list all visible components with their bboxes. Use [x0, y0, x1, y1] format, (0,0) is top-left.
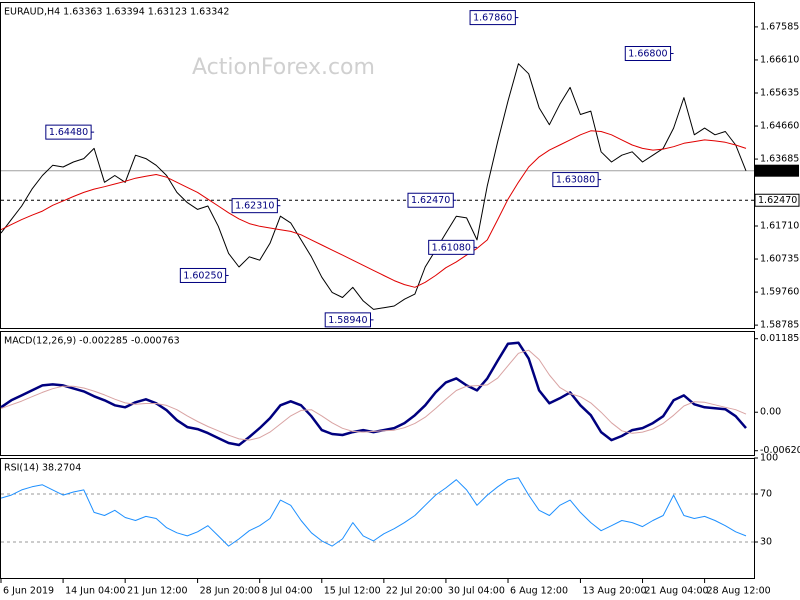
annotation-label: 1.58940	[328, 315, 367, 326]
y-tick-label: 30	[760, 537, 772, 548]
panel-title: MACD(12,26,9) -0.002285 -0.000763	[4, 336, 180, 347]
panel-title: EURAUD,H4 1.63363 1.63394 1.63123 1.6334…	[4, 7, 229, 18]
y-tick-label: -0.006206	[760, 445, 800, 456]
y-tick-label: 0.00	[760, 407, 781, 418]
annotation-label: 1.63080	[556, 175, 595, 186]
y-tick-label: 1.61710	[760, 220, 799, 231]
annotation-label: 1.62470	[411, 195, 450, 206]
x-tick-label: 6 Jun 2019	[3, 586, 54, 597]
price-annotation: 1.67860	[469, 10, 519, 26]
price-annotation: 1.60250	[179, 267, 229, 283]
level-tag	[754, 193, 800, 207]
price-annotation: 1.63080	[552, 172, 602, 188]
last-price-tag	[755, 164, 799, 177]
price-annotation: 1.61080	[428, 239, 477, 255]
x-tick-label: 21 Jun 12:00	[127, 586, 187, 597]
panel-frame	[0, 2, 755, 329]
series-line	[0, 341, 747, 447]
x-tick-label: 28 Aug 12:00	[707, 586, 771, 597]
price-annotation: 1.62310	[231, 198, 281, 214]
series-line	[0, 477, 747, 547]
x-tick-label: 14 Jun 04:00	[65, 586, 125, 597]
y-tick-label: 1.63685	[760, 154, 799, 165]
x-tick-label: 6 Aug 12:00	[510, 586, 568, 597]
panel-frame	[0, 458, 755, 579]
annotation-label: 1.64480	[49, 127, 88, 138]
x-tick-label: 21 Aug 04:00	[645, 586, 709, 597]
x-tick-label: 13 Aug 20:00	[582, 586, 646, 597]
last-price-label: 1.63342	[758, 166, 797, 177]
panel-title: RSI(14) 38.2704	[4, 463, 81, 474]
y-tick-label: 1.58785	[760, 320, 799, 331]
price-annotation: 1.66800	[624, 46, 674, 62]
annotation-label: 1.61080	[432, 242, 471, 253]
x-tick-label: 22 Jul 20:00	[386, 586, 443, 597]
series-line	[0, 130, 747, 288]
panel-frame	[0, 331, 755, 456]
y-tick-label: 70	[760, 489, 772, 500]
annotation-label: 1.62310	[235, 201, 274, 212]
y-tick-label: 1.59760	[760, 287, 799, 298]
y-tick-label: 1.65635	[760, 87, 799, 98]
price-annotation: 1.62470	[407, 192, 457, 208]
annotation-label: 1.67860	[473, 13, 512, 24]
x-tick-label: 8 Jul 04:00	[262, 586, 313, 597]
watermark: ActionForex.com	[192, 55, 375, 80]
y-tick-label: 1.67585	[760, 21, 799, 32]
x-tick-label: 30 Jul 04:00	[448, 586, 505, 597]
annotation-label: 1.60250	[183, 270, 222, 281]
y-tick-label: 1.60735	[760, 254, 799, 265]
level-label: 1.62470	[758, 195, 797, 206]
annotation-label: 1.66800	[628, 49, 667, 60]
x-tick-label: 15 Jul 12:00	[324, 586, 381, 597]
price-annotation: 1.58940	[324, 312, 374, 328]
series-line	[0, 63, 747, 310]
y-tick-label: 100	[760, 453, 778, 464]
y-tick-label: 1.64660	[760, 121, 799, 132]
price-annotation: 1.64480	[45, 124, 95, 140]
y-tick-label: 1.66610	[760, 54, 799, 65]
y-tick-label: 0.011856	[760, 333, 800, 344]
x-tick-label: 28 Jun 20:00	[200, 586, 260, 597]
series-line	[0, 349, 747, 441]
